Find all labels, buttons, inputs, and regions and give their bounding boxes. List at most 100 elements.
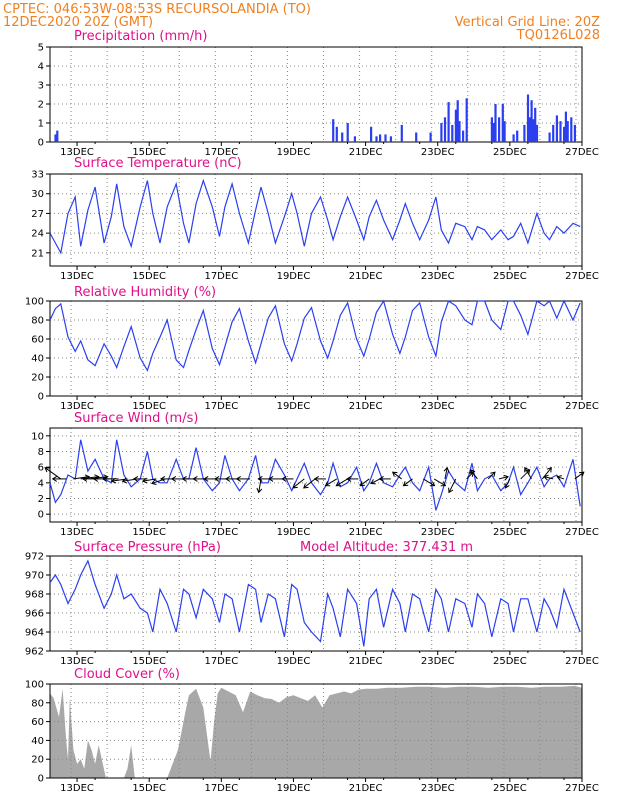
panel-title: Relative Humidity (%) <box>74 285 216 300</box>
wind-arrow <box>142 478 157 482</box>
wind-arrow-head <box>546 466 552 473</box>
precipitation-bar <box>492 123 495 142</box>
x-tick-label: 19DEC <box>277 527 311 538</box>
y-tick-label: 8 <box>38 447 44 458</box>
precipitation-bar <box>443 117 447 142</box>
wind-arrow <box>44 467 62 480</box>
wind-arrow <box>444 467 448 480</box>
wind-arrow <box>336 478 348 487</box>
panel-precipitation: Precipitation (mm/h) 0 1 2 3 4 5 13DEC 15DEC 17DE… <box>38 29 599 158</box>
wind-arrow <box>520 469 531 480</box>
precipitation-bar <box>535 124 539 142</box>
wind-arrow-head <box>346 475 352 482</box>
header-grid-line: Vertical Grid Line: 20Z <box>455 15 600 30</box>
wind-arrow-head <box>324 481 331 487</box>
y-tick-label: 100 <box>25 680 44 691</box>
y-tick-label: 972 <box>25 552 44 563</box>
precipitation-bar <box>353 136 356 142</box>
x-tick-label: 25DEC <box>493 783 527 794</box>
precipitation-bar <box>523 124 526 142</box>
panel-humidity: Relative Humidity (%) 0 20 40 60 80 100 13DEC 15… <box>25 285 599 412</box>
wind-arrow-head <box>170 475 177 482</box>
x-tick-label: 15DEC <box>132 147 166 158</box>
precipitation-bar <box>548 132 551 142</box>
wind-arrow <box>504 478 511 489</box>
y-tick-label: 970 <box>25 571 44 582</box>
precipitation-bar <box>564 111 567 142</box>
x-tick-label: 13DEC <box>60 271 94 282</box>
x-tick-label: 13DEC <box>60 783 94 794</box>
x-tick-label: 21DEC <box>349 656 383 667</box>
x-tick-label: 15DEC <box>132 783 166 794</box>
wind-arrow-head <box>256 487 263 494</box>
x-tick-label: 17DEC <box>204 401 238 412</box>
header-model-id: TQ0126L028 <box>516 28 600 43</box>
wind-arrow <box>258 478 262 493</box>
wind-arrow <box>557 476 565 480</box>
x-tick-label: 15DEC <box>132 527 166 538</box>
wind-arrow <box>433 478 446 487</box>
x-tick-label: 21DEC <box>349 147 383 158</box>
wind-arrow-head <box>468 471 474 477</box>
precipitation-bar <box>516 130 519 142</box>
y-tick-label: 968 <box>25 590 44 601</box>
wind-arrow <box>544 476 554 480</box>
x-tick-label: 21DEC <box>349 527 383 538</box>
y-tick-label: 40 <box>31 354 44 365</box>
precipitation-bar <box>503 121 506 142</box>
cloud-cover-area <box>50 685 582 778</box>
y-tick-label: 100 <box>25 297 44 308</box>
x-tick-label: 17DEC <box>204 271 238 282</box>
wind-arrow-head <box>359 481 365 487</box>
y-tick-label: 80 <box>31 316 44 327</box>
x-tick-label: 19DEC <box>277 147 311 158</box>
wind-arrow-head <box>51 475 57 482</box>
precipitation-bar <box>559 121 562 142</box>
x-tick-label: 23DEC <box>421 783 455 794</box>
wind-arrow <box>392 471 402 480</box>
wind-arrow <box>574 471 585 480</box>
precipitation-bar <box>335 126 338 142</box>
x-tick-label: 23DEC <box>421 656 455 667</box>
wind-arrow-head <box>214 475 220 482</box>
precipitation-bar <box>400 124 403 142</box>
wind-arrow-head <box>292 483 298 489</box>
wind-arrow-head <box>203 475 209 482</box>
y-tick-label: 27 <box>31 209 44 220</box>
precipitation-bar <box>501 104 504 142</box>
wind-arrow-head <box>490 471 496 477</box>
x-tick-label: 21DEC <box>349 271 383 282</box>
x-tick-label: 27DEC <box>565 147 599 158</box>
wind-arrow-head <box>448 487 454 494</box>
temperature-line <box>49 178 581 255</box>
wind-arrow <box>524 467 532 480</box>
panel-frame <box>49 173 583 267</box>
panel-frame <box>49 46 583 143</box>
wind-arrow-head <box>370 479 376 485</box>
humidity-line <box>49 299 581 372</box>
panel-frame <box>49 427 583 523</box>
precipitation-bar <box>56 130 59 142</box>
panel-title: Surface Wind (m/s) <box>74 411 198 426</box>
wind-arrow-head <box>92 475 99 482</box>
y-tick-label: 0 <box>38 510 44 521</box>
x-tick-label: 23DEC <box>421 147 455 158</box>
y-tick-label: 60 <box>31 717 44 728</box>
x-tick-label: 13DEC <box>60 656 94 667</box>
y-tick-label: 80 <box>31 698 44 709</box>
wind-arrow-head <box>429 481 436 487</box>
panel-title: Cloud Cover (%) <box>74 667 180 682</box>
wind-arrow <box>292 478 305 489</box>
panel-title: Precipitation (mm/h) <box>74 29 207 44</box>
precipitation-bar <box>526 94 530 142</box>
precipitation-bar <box>379 134 382 142</box>
x-tick-label: 25DEC <box>493 401 527 412</box>
wind-arrow-head <box>132 475 139 482</box>
panel-wind: Surface Wind (m/s) 0 2 4 6 8 10 13DEC 15DEC 17DEC… <box>31 411 599 538</box>
x-tick-label: 15DEC <box>132 401 166 412</box>
x-tick-label: 19DEC <box>277 401 311 412</box>
y-tick-label: 2 <box>38 494 44 505</box>
wind-arrow-head <box>235 475 241 482</box>
panel-title: Surface Temperature (nC) <box>74 156 242 171</box>
precipitation-bar <box>375 136 378 142</box>
